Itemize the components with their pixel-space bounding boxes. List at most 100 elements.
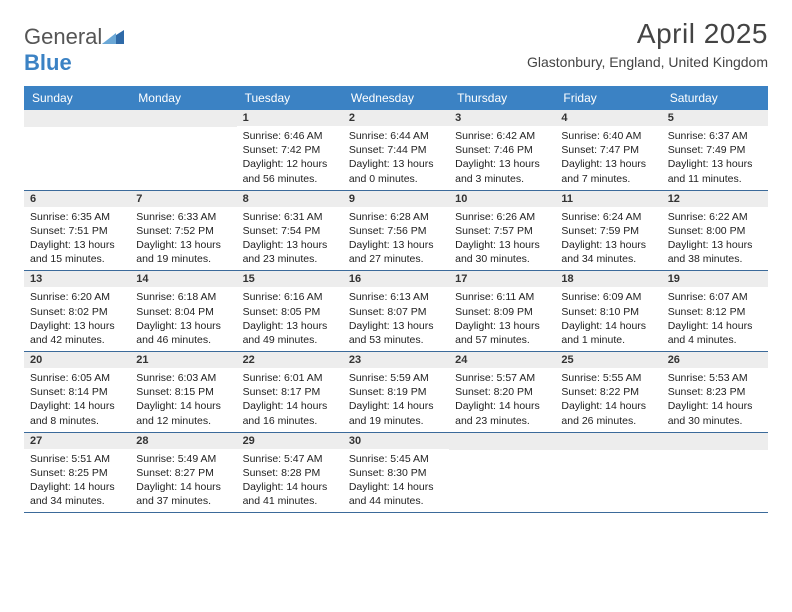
sunset-text: Sunset: 7:52 PM bbox=[136, 224, 230, 238]
sunset-text: Sunset: 7:46 PM bbox=[455, 143, 549, 157]
day-details: Sunrise: 5:55 AMSunset: 8:22 PMDaylight:… bbox=[555, 368, 661, 432]
day-number: 2 bbox=[343, 110, 449, 126]
daylight-text: Daylight: 13 hours and 7 minutes. bbox=[561, 157, 655, 185]
sunrise-text: Sunrise: 6:33 AM bbox=[136, 210, 230, 224]
calendar-cell: 22Sunrise: 6:01 AMSunset: 8:17 PMDayligh… bbox=[237, 352, 343, 432]
sunrise-text: Sunrise: 6:42 AM bbox=[455, 129, 549, 143]
day-number: 7 bbox=[130, 191, 236, 207]
daylight-text: Daylight: 14 hours and 44 minutes. bbox=[349, 480, 443, 508]
sunset-text: Sunset: 7:51 PM bbox=[30, 224, 124, 238]
location: Glastonbury, England, United Kingdom bbox=[527, 54, 768, 70]
calendar-cell: 2Sunrise: 6:44 AMSunset: 7:44 PMDaylight… bbox=[343, 110, 449, 190]
day-number: 1 bbox=[237, 110, 343, 126]
day-details bbox=[555, 450, 661, 506]
sunrise-text: Sunrise: 6:46 AM bbox=[243, 129, 337, 143]
daylight-text: Daylight: 14 hours and 1 minute. bbox=[561, 319, 655, 347]
daylight-text: Daylight: 14 hours and 4 minutes. bbox=[668, 319, 762, 347]
sunset-text: Sunset: 7:49 PM bbox=[668, 143, 762, 157]
sunset-text: Sunset: 8:20 PM bbox=[455, 385, 549, 399]
calendar-cell: 10Sunrise: 6:26 AMSunset: 7:57 PMDayligh… bbox=[449, 191, 555, 271]
weekday-header-row: Sunday Monday Tuesday Wednesday Thursday… bbox=[24, 86, 768, 110]
calendar-cell: 28Sunrise: 5:49 AMSunset: 8:27 PMDayligh… bbox=[130, 433, 236, 513]
day-details: Sunrise: 6:46 AMSunset: 7:42 PMDaylight:… bbox=[237, 126, 343, 190]
day-number: 9 bbox=[343, 191, 449, 207]
daylight-text: Daylight: 13 hours and 15 minutes. bbox=[30, 238, 124, 266]
day-details bbox=[24, 127, 130, 183]
weekday-header: Saturday bbox=[662, 86, 768, 110]
calendar-cell-empty bbox=[24, 110, 130, 190]
sunset-text: Sunset: 8:07 PM bbox=[349, 305, 443, 319]
calendar-cell: 12Sunrise: 6:22 AMSunset: 8:00 PMDayligh… bbox=[662, 191, 768, 271]
day-number: 14 bbox=[130, 271, 236, 287]
daylight-text: Daylight: 13 hours and 11 minutes. bbox=[668, 157, 762, 185]
day-number: 5 bbox=[662, 110, 768, 126]
day-details: Sunrise: 5:47 AMSunset: 8:28 PMDaylight:… bbox=[237, 449, 343, 513]
day-details: Sunrise: 6:22 AMSunset: 8:00 PMDaylight:… bbox=[662, 207, 768, 271]
sunset-text: Sunset: 8:05 PM bbox=[243, 305, 337, 319]
sunrise-text: Sunrise: 6:40 AM bbox=[561, 129, 655, 143]
sunset-text: Sunset: 8:25 PM bbox=[30, 466, 124, 480]
day-number: 24 bbox=[449, 352, 555, 368]
calendar-cell: 23Sunrise: 5:59 AMSunset: 8:19 PMDayligh… bbox=[343, 352, 449, 432]
calendar-cell: 15Sunrise: 6:16 AMSunset: 8:05 PMDayligh… bbox=[237, 271, 343, 351]
calendar-cell: 18Sunrise: 6:09 AMSunset: 8:10 PMDayligh… bbox=[555, 271, 661, 351]
sunset-text: Sunset: 8:30 PM bbox=[349, 466, 443, 480]
sunrise-text: Sunrise: 6:11 AM bbox=[455, 290, 549, 304]
day-details: Sunrise: 6:35 AMSunset: 7:51 PMDaylight:… bbox=[24, 207, 130, 271]
day-number bbox=[662, 433, 768, 450]
sunset-text: Sunset: 8:22 PM bbox=[561, 385, 655, 399]
calendar-cell: 7Sunrise: 6:33 AMSunset: 7:52 PMDaylight… bbox=[130, 191, 236, 271]
daylight-text: Daylight: 14 hours and 19 minutes. bbox=[349, 399, 443, 427]
sunrise-text: Sunrise: 6:24 AM bbox=[561, 210, 655, 224]
sunrise-text: Sunrise: 5:51 AM bbox=[30, 452, 124, 466]
calendar-cell: 8Sunrise: 6:31 AMSunset: 7:54 PMDaylight… bbox=[237, 191, 343, 271]
day-number: 16 bbox=[343, 271, 449, 287]
calendar-cell: 29Sunrise: 5:47 AMSunset: 8:28 PMDayligh… bbox=[237, 433, 343, 513]
sunrise-text: Sunrise: 5:55 AM bbox=[561, 371, 655, 385]
day-number: 25 bbox=[555, 352, 661, 368]
sunrise-text: Sunrise: 6:20 AM bbox=[30, 290, 124, 304]
sunrise-text: Sunrise: 6:05 AM bbox=[30, 371, 124, 385]
calendar-cell: 24Sunrise: 5:57 AMSunset: 8:20 PMDayligh… bbox=[449, 352, 555, 432]
day-number: 3 bbox=[449, 110, 555, 126]
calendar-cell-empty bbox=[662, 433, 768, 513]
day-number bbox=[24, 110, 130, 127]
day-details: Sunrise: 5:57 AMSunset: 8:20 PMDaylight:… bbox=[449, 368, 555, 432]
calendar-cell: 3Sunrise: 6:42 AMSunset: 7:46 PMDaylight… bbox=[449, 110, 555, 190]
day-details: Sunrise: 6:24 AMSunset: 7:59 PMDaylight:… bbox=[555, 207, 661, 271]
sunrise-text: Sunrise: 6:03 AM bbox=[136, 371, 230, 385]
calendar-cell: 19Sunrise: 6:07 AMSunset: 8:12 PMDayligh… bbox=[662, 271, 768, 351]
weekday-header: Tuesday bbox=[237, 86, 343, 110]
daylight-text: Daylight: 13 hours and 46 minutes. bbox=[136, 319, 230, 347]
calendar-page: GeneralBlue April 2025 Glastonbury, Engl… bbox=[0, 0, 792, 531]
daylight-text: Daylight: 13 hours and 23 minutes. bbox=[243, 238, 337, 266]
day-details: Sunrise: 6:09 AMSunset: 8:10 PMDaylight:… bbox=[555, 287, 661, 351]
day-details: Sunrise: 6:07 AMSunset: 8:12 PMDaylight:… bbox=[662, 287, 768, 351]
day-details: Sunrise: 5:51 AMSunset: 8:25 PMDaylight:… bbox=[24, 449, 130, 513]
sunrise-text: Sunrise: 6:09 AM bbox=[561, 290, 655, 304]
sunset-text: Sunset: 8:19 PM bbox=[349, 385, 443, 399]
day-details bbox=[130, 127, 236, 183]
calendar-grid: 1Sunrise: 6:46 AMSunset: 7:42 PMDaylight… bbox=[24, 110, 768, 513]
sunset-text: Sunset: 7:42 PM bbox=[243, 143, 337, 157]
calendar-cell: 14Sunrise: 6:18 AMSunset: 8:04 PMDayligh… bbox=[130, 271, 236, 351]
sunrise-text: Sunrise: 6:01 AM bbox=[243, 371, 337, 385]
day-details: Sunrise: 5:49 AMSunset: 8:27 PMDaylight:… bbox=[130, 449, 236, 513]
day-details: Sunrise: 6:26 AMSunset: 7:57 PMDaylight:… bbox=[449, 207, 555, 271]
sunrise-text: Sunrise: 5:59 AM bbox=[349, 371, 443, 385]
logo: GeneralBlue bbox=[24, 24, 124, 76]
sunset-text: Sunset: 7:59 PM bbox=[561, 224, 655, 238]
calendar-cell-empty bbox=[555, 433, 661, 513]
day-number: 11 bbox=[555, 191, 661, 207]
sunrise-text: Sunrise: 6:26 AM bbox=[455, 210, 549, 224]
sunset-text: Sunset: 8:17 PM bbox=[243, 385, 337, 399]
day-number: 19 bbox=[662, 271, 768, 287]
daylight-text: Daylight: 13 hours and 0 minutes. bbox=[349, 157, 443, 185]
calendar-cell: 5Sunrise: 6:37 AMSunset: 7:49 PMDaylight… bbox=[662, 110, 768, 190]
day-details bbox=[449, 450, 555, 506]
day-number: 29 bbox=[237, 433, 343, 449]
logo-text-1: General bbox=[24, 24, 102, 49]
calendar-cell: 9Sunrise: 6:28 AMSunset: 7:56 PMDaylight… bbox=[343, 191, 449, 271]
sunset-text: Sunset: 7:47 PM bbox=[561, 143, 655, 157]
logo-triangle-icon bbox=[102, 28, 124, 44]
